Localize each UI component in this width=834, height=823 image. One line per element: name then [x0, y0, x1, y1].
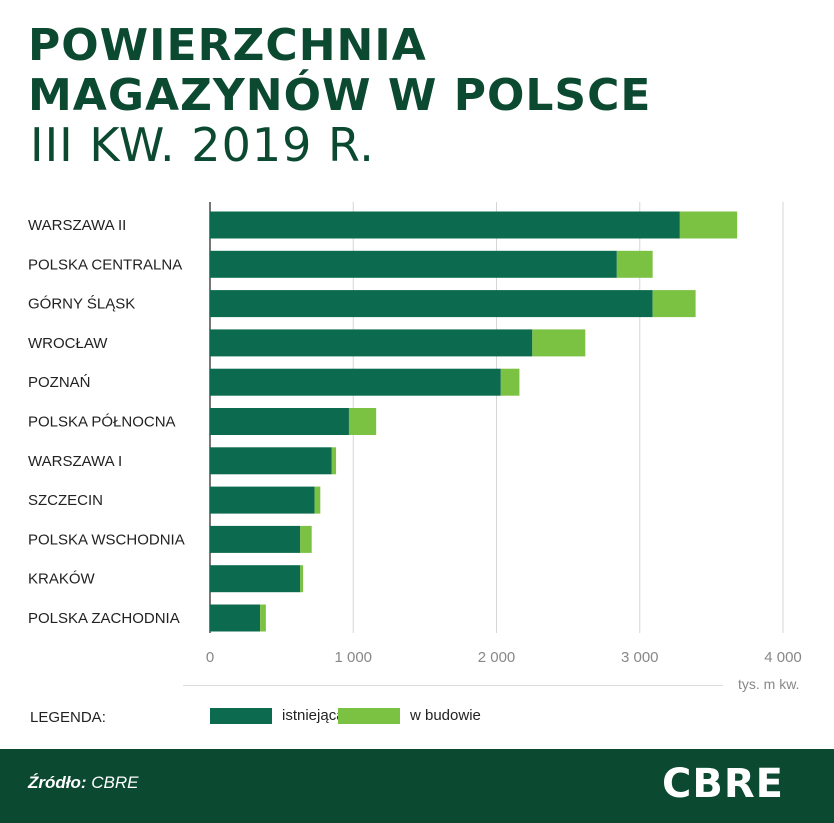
source-prefix: Źródło:	[28, 773, 87, 792]
bar-existing	[210, 525, 301, 553]
legend-swatch-under-construction	[338, 707, 400, 724]
category-label: POZNAŃ	[28, 374, 91, 391]
category-label: POLSKA PÓŁNOCNA	[28, 414, 176, 431]
bar-existing	[210, 408, 349, 435]
category-label: POLSKA ZACHODNIA	[28, 610, 180, 627]
bar-under-construction	[532, 329, 586, 357]
bar-under-construction	[500, 368, 520, 396]
footer-bar: Źródło: CBRE CBRE	[0, 749, 834, 823]
category-label: KRAKÓW	[28, 571, 96, 588]
bar-under-construction	[260, 604, 266, 632]
chart-title-line1: POWIERZCHNIA	[28, 20, 427, 71]
bar-existing	[210, 250, 617, 278]
legend-title: LEGENDA:	[30, 709, 106, 726]
bar-under-construction	[331, 447, 337, 475]
x-tick-label: 4 000	[764, 649, 802, 666]
bar-under-construction	[348, 408, 377, 435]
category-label: WARSZAWA II	[28, 217, 126, 234]
bar-existing	[210, 329, 533, 357]
bar-under-construction	[652, 290, 696, 318]
legend-item-existing: istniejąca	[210, 707, 345, 724]
bar-existing	[210, 290, 653, 318]
legend-label-under-construction: w budowie	[410, 707, 481, 724]
axis-separator-line	[183, 685, 723, 686]
cbre-logo: CBRE	[662, 761, 784, 807]
bar-under-construction	[314, 486, 321, 514]
category-label: WARSZAWA I	[28, 453, 122, 470]
legend-swatch-existing	[210, 707, 272, 724]
category-label: POLSKA CENTRALNA	[28, 256, 182, 273]
x-tick-label: 1 000	[334, 649, 372, 666]
legend-label-existing: istniejąca	[282, 707, 345, 724]
x-tick-label: 3 000	[621, 649, 659, 666]
bar-under-construction	[616, 250, 653, 278]
chart-title-line2: MAGAZYNÓW W POLSCE	[28, 70, 652, 121]
x-tick-labels: 0 1 000 2 000 3 000 4 000	[206, 649, 802, 666]
bar-existing	[210, 565, 301, 593]
bar-under-construction	[679, 211, 738, 239]
bar-existing	[210, 486, 315, 514]
bar-existing	[210, 447, 332, 475]
x-tick-label: 0	[206, 649, 214, 666]
legend-item-under-construction: w budowie	[338, 707, 481, 724]
bar-existing	[210, 368, 501, 396]
chart-subtitle: III KW. 2019 R.	[30, 118, 375, 172]
category-label: POLSKA WSCHODNIA	[28, 531, 185, 548]
category-label: SZCZECIN	[28, 492, 103, 509]
x-tick-label: 2 000	[478, 649, 516, 666]
bars	[210, 211, 738, 632]
source-value: CBRE	[91, 773, 139, 792]
bar-existing	[210, 604, 261, 632]
bar-existing	[210, 211, 680, 239]
x-axis-unit-label: tys. m kw.	[738, 676, 800, 692]
source-note: Źródło: CBRE	[28, 773, 139, 793]
bar-chart: WARSZAWA II POLSKA CENTRALNA GÓRNY ŚLĄSK WR…	[28, 202, 802, 666]
bar-under-construction	[300, 565, 304, 593]
category-labels: WARSZAWA II POLSKA CENTRALNA GÓRNY ŚLĄSK WR…	[28, 217, 185, 627]
bar-under-construction	[300, 525, 312, 553]
category-label: GÓRNY ŚLĄSK	[28, 295, 135, 313]
category-label: WROCŁAW	[28, 335, 108, 352]
